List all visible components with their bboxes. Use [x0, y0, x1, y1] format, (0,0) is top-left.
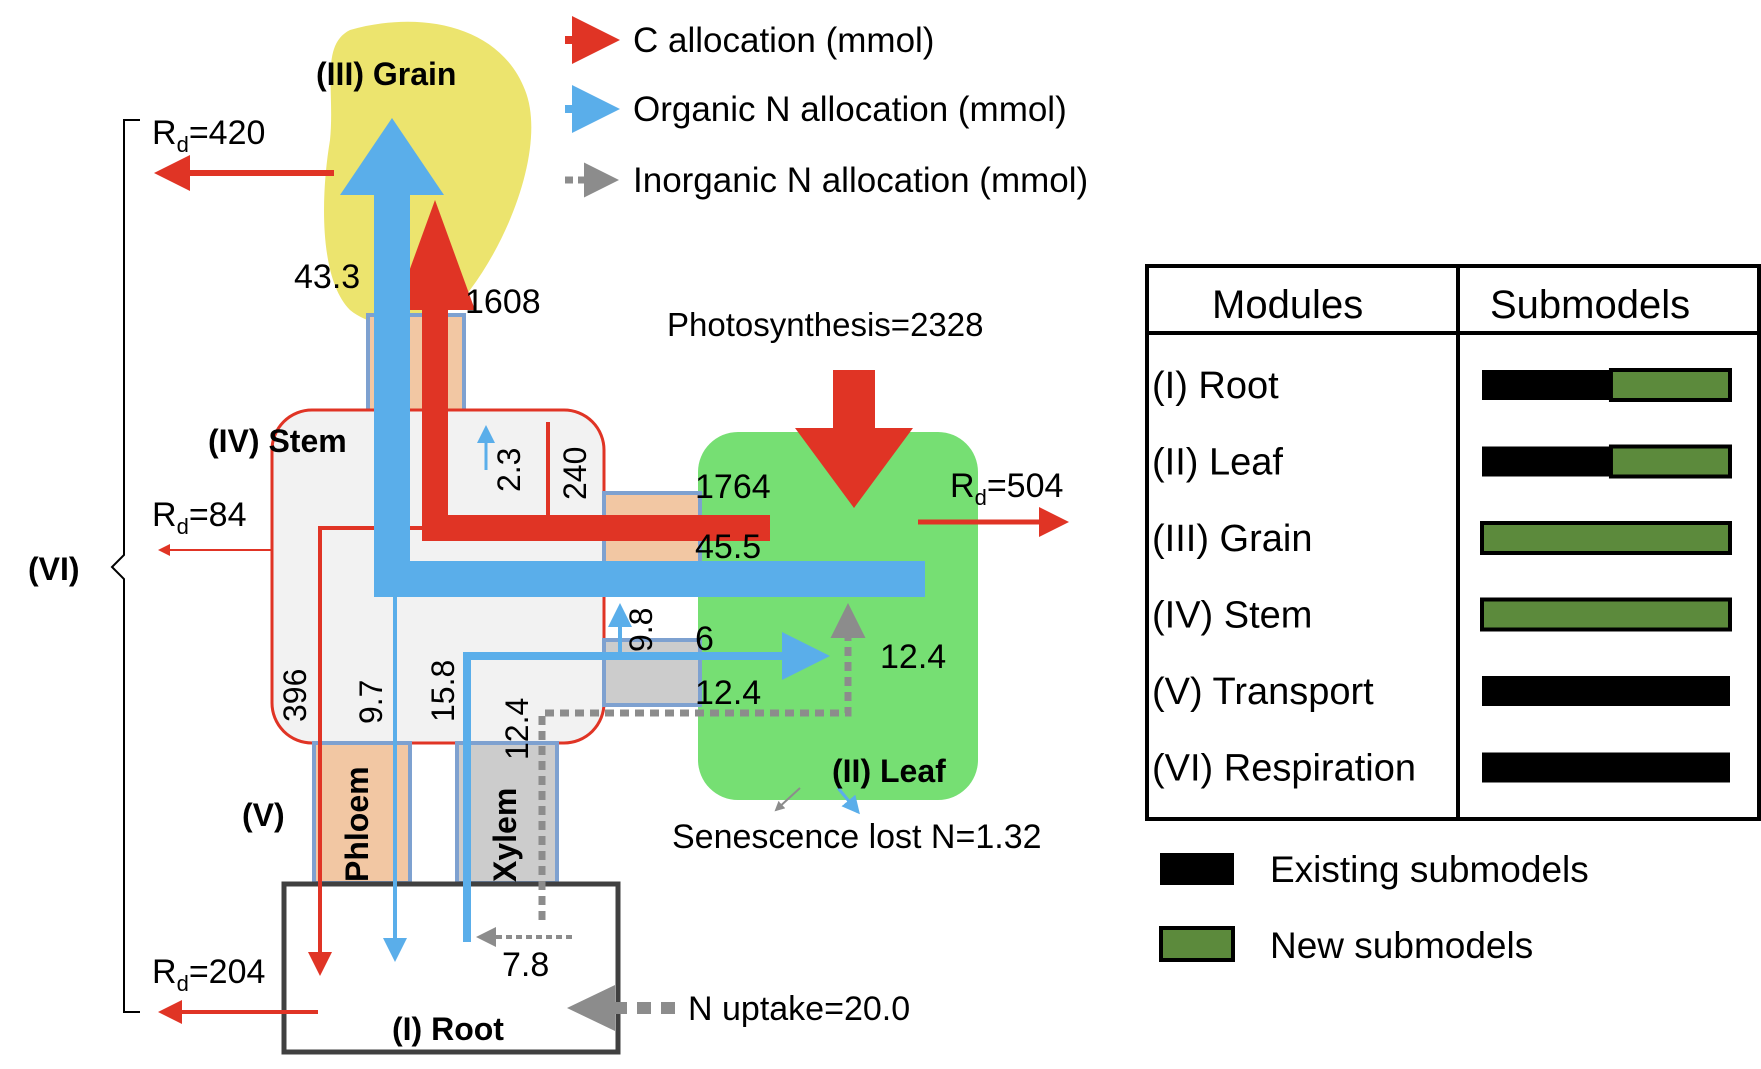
senescence-label: Senescence lost N=1.32: [672, 818, 1042, 856]
submodel-table: Modules Submodels (I) Root (II) Leaf (III)…: [1145, 264, 1761, 821]
grain-label: (III) Grain: [316, 56, 456, 92]
value-c-396: 396: [277, 669, 313, 722]
table-row-new-bar: [1608, 368, 1732, 402]
submodel-key: Existing submodels New submodels: [1159, 849, 1589, 966]
c-flow-leaf-to-stem: [422, 305, 770, 541]
svg-text:Rd=84: Rd=84: [152, 496, 247, 539]
table-row-module-label: (II) Leaf: [1152, 442, 1283, 484]
n-uptake-label: N uptake=20.0: [688, 990, 910, 1028]
inorganic-n-root-to-leaf: [538, 603, 866, 920]
value-n-7-8: 7.8: [502, 946, 549, 984]
table-row-module-label: (I) Root: [1152, 365, 1279, 407]
leaf-label: (II) Leaf: [832, 753, 946, 789]
key-new-swatch: [1159, 926, 1235, 962]
respiration-bracket: [110, 119, 140, 1013]
xylem-label: Xylem: [487, 788, 523, 882]
value-leaf-n: 45.5: [695, 528, 761, 566]
table-row-module-label: (VI) Respiration: [1152, 748, 1416, 790]
legend-inorganic-label: Inorganic N allocation (mmol): [633, 161, 1088, 200]
root-box: [281, 881, 621, 1055]
legend-c-label: C allocation (mmol): [633, 21, 934, 60]
rd-stem-label: Rd=84: [152, 496, 247, 539]
arrow-legend: C allocation (mmol) Organic N allocation…: [565, 16, 1088, 200]
value-inorganic-12-4-right: 12.4: [880, 638, 946, 676]
phloem-label: Phloem: [339, 766, 375, 882]
value-n-15-8: 15.8: [425, 660, 461, 722]
senescence-inorganic-arrow: [774, 787, 801, 812]
value-leaf-c: 1764: [695, 468, 771, 506]
value-grain-c: 1608: [465, 283, 541, 321]
photosynthesis-arrow-shaft: [833, 370, 875, 430]
table-row-module-label: (IV) Stem: [1152, 595, 1312, 637]
svg-text:Rd=420: Rd=420: [152, 114, 265, 157]
rd-root-label: Rd=204: [152, 953, 265, 996]
senescence-n-arrow: [836, 787, 860, 815]
table-row-existing-bar: [1482, 752, 1730, 783]
table-header-submodels: Submodels: [1490, 283, 1690, 327]
key-existing-label: Existing submodels: [1270, 849, 1589, 890]
table-rows: (I) Root (II) Leaf (III) Grain (IV) Stem (V)…: [1152, 365, 1732, 790]
key-new-label: New submodels: [1270, 925, 1533, 966]
table-row-new-bar: [1608, 444, 1732, 479]
value-inorganic-12-4-vert: 12.4: [499, 698, 535, 760]
n-flow-leaf-to-grain: [374, 190, 925, 597]
svg-text:Rd=204: Rd=204: [152, 953, 265, 996]
value-stem-up-n: 2.3: [491, 448, 527, 492]
rd-grain-label: Rd=420: [152, 114, 265, 157]
value-inorganic-12-4-mid: 12.4: [695, 674, 761, 712]
photosynthesis-arrowhead: [795, 428, 913, 508]
table-row-existing-bar: [1482, 446, 1611, 477]
c-flow-grain-arrowhead: [395, 200, 475, 310]
respiration-label: (VI): [28, 551, 80, 587]
table-header-modules: Modules: [1212, 283, 1363, 327]
value-n-9-7: 9.7: [353, 680, 389, 724]
value-grain-n: 43.3: [294, 258, 360, 296]
table-row-new-bar: [1480, 521, 1732, 555]
table-row-module-label: (V) Transport: [1152, 671, 1374, 713]
root-label: (I) Root: [392, 1011, 504, 1047]
table-row-module-label: (III) Grain: [1152, 518, 1312, 560]
value-stem-c-240: 240: [557, 447, 593, 500]
n-uptake-arrowhead: [567, 985, 615, 1031]
value-n-9-8: 9.8: [623, 608, 659, 652]
table-row-existing-bar: [1482, 676, 1730, 706]
key-existing-swatch: [1160, 853, 1234, 885]
table-row-new-bar: [1480, 597, 1732, 632]
n-flow-root-to-leaf: [463, 632, 830, 942]
rd-leaf-label: Rd=504: [950, 467, 1063, 510]
legend-organic-label: Organic N allocation (mmol): [633, 90, 1067, 129]
n-flow-grain-arrowhead: [340, 118, 444, 195]
transport-label: (V): [242, 797, 285, 833]
table-row-existing-bar: [1482, 370, 1611, 400]
stem-label: (IV) Stem: [208, 423, 347, 459]
svg-text:Rd=504: Rd=504: [950, 467, 1063, 510]
value-n-6: 6: [695, 620, 714, 658]
photosynthesis-label: Photosynthesis=2328: [667, 306, 983, 343]
